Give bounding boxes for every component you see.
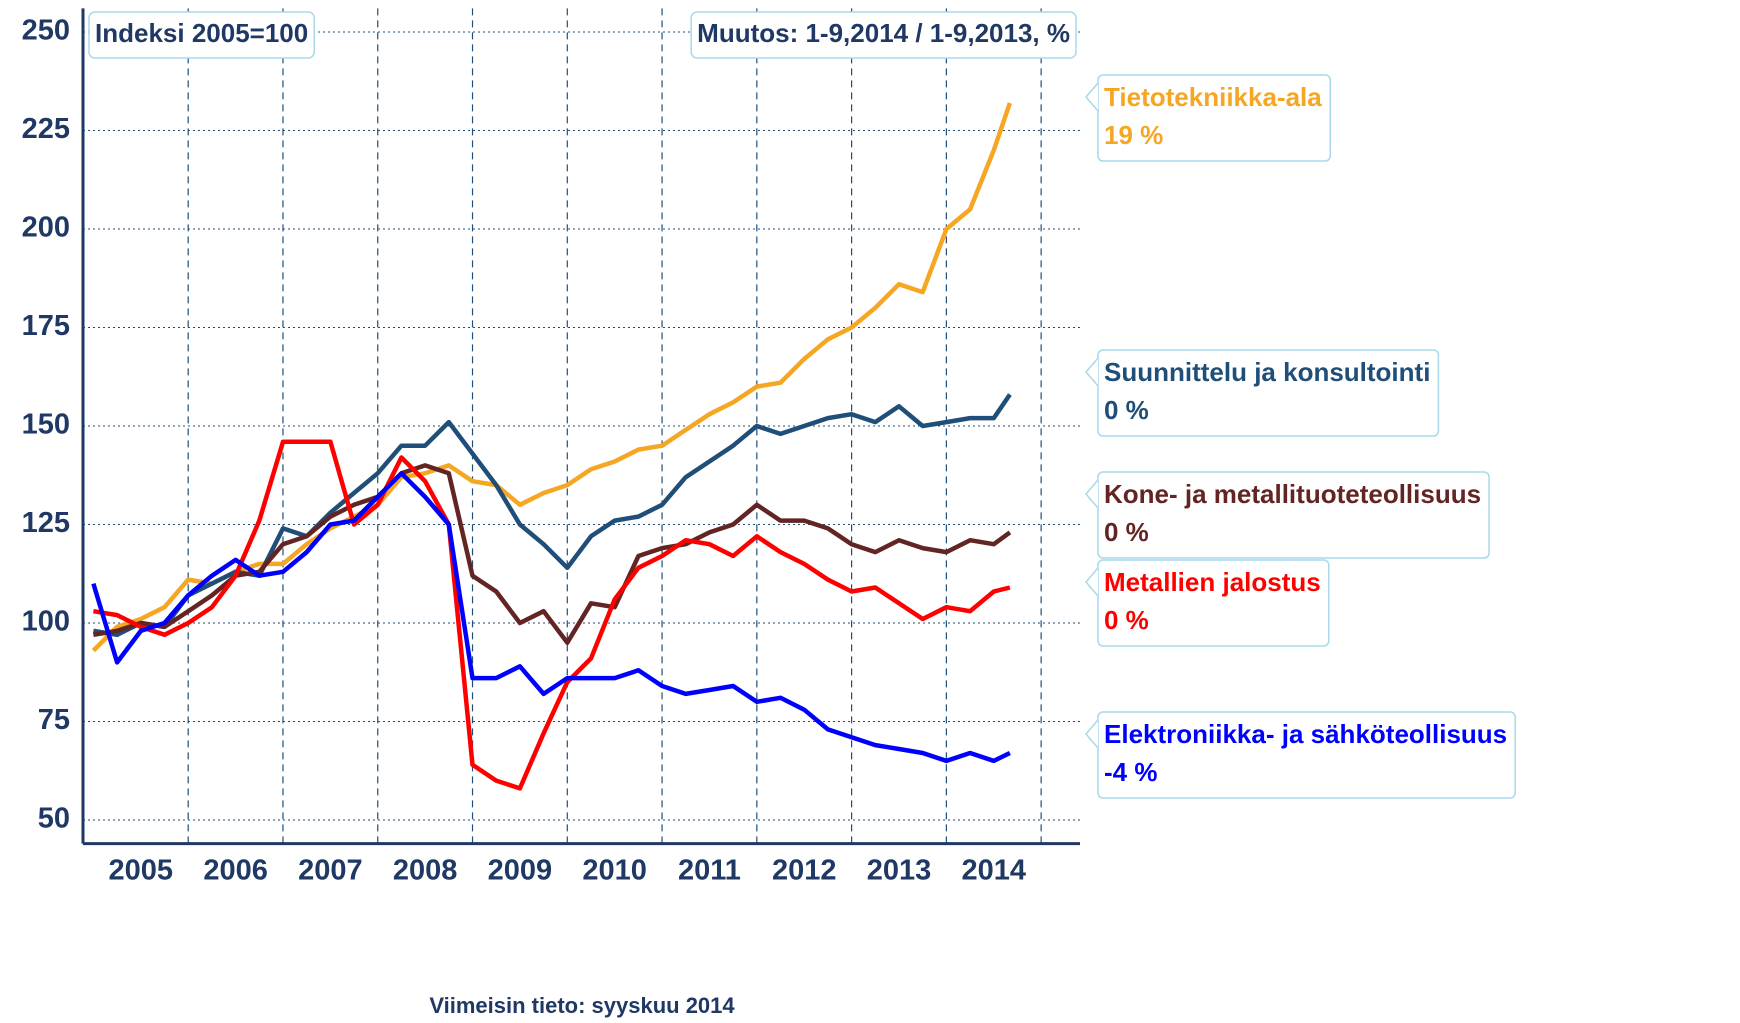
- series-line: [91, 102, 1013, 653]
- annotation: Indeksi 2005=100: [95, 18, 308, 48]
- x-tick-label: 2012: [772, 855, 837, 887]
- y-tick-label: 100: [22, 606, 70, 638]
- series-line: [93, 393, 1012, 638]
- legend-change: 0 %: [1104, 517, 1149, 547]
- x-tick-label: 2007: [298, 855, 363, 887]
- callout: Metallien jalostus 0 %: [1085, 559, 1330, 647]
- callout: Tietotekniikka-ala 19 %: [1085, 74, 1332, 162]
- legend-label: Metallien jalostus: [1104, 567, 1321, 597]
- legend-change: -4 %: [1104, 757, 1157, 787]
- x-tick-label: 2009: [488, 855, 553, 887]
- y-tick-label: 250: [22, 15, 70, 47]
- x-tick-label: 2014: [961, 855, 1026, 887]
- y-tick-label: 125: [22, 507, 70, 539]
- x-tick-label: 2005: [109, 855, 174, 887]
- footnote: Viimeisin tieto: syyskuu 2014: [429, 993, 735, 1018]
- lines: [91, 102, 1013, 791]
- annotation-box: [690, 11, 1077, 59]
- annotation-box: [88, 11, 315, 59]
- annotation: Muutos: 1-9,2014 / 1-9,2013, %: [697, 18, 1070, 48]
- callout-box: [1097, 349, 1440, 437]
- x-tick-label: 2010: [582, 855, 647, 887]
- callout-pointer: [1085, 479, 1099, 509]
- legend-label: Kone- ja metallituoteteollisuus: [1104, 479, 1481, 509]
- callout-pointer: [1085, 82, 1099, 112]
- x-tick-label: 2011: [678, 855, 741, 887]
- callout-pointer: [1085, 357, 1099, 387]
- y-tick-label: 50: [38, 803, 70, 835]
- y-tick-label: 175: [22, 310, 70, 342]
- callout-pointer: [1085, 567, 1099, 597]
- callout-pointer: [1085, 719, 1099, 749]
- y-tick-label: 75: [38, 704, 70, 736]
- legend-change: 0 %: [1104, 395, 1149, 425]
- callout-box: [1097, 559, 1330, 647]
- callout: Elektroniikka- ja sähköteollisuus -4 %: [1085, 711, 1516, 799]
- overlay: 50 75 100 125 150 175 200 225 250 2005 2006 2007 200…: [22, 8, 1516, 1018]
- callout: Kone- ja metallituoteteollisuus 0 %: [1085, 471, 1490, 559]
- y-tick-label: 150: [22, 409, 70, 441]
- legend-change: 19 %: [1104, 120, 1163, 150]
- legend-label: Tietotekniikka-ala: [1104, 82, 1322, 112]
- series-line: [93, 463, 1012, 645]
- y-tick-label: 200: [22, 212, 70, 244]
- callout: Suunnittelu ja konsultointi 0 %: [1085, 349, 1440, 437]
- series-line: [91, 471, 1011, 764]
- series-line: [93, 439, 1011, 791]
- callout-box: [1097, 711, 1516, 799]
- legend-change: 0 %: [1104, 605, 1149, 635]
- callout-box: [1097, 471, 1490, 559]
- y-tick-label: 225: [22, 113, 70, 145]
- x-tick-label: 2006: [203, 855, 268, 887]
- x-tick-label: 2013: [867, 855, 932, 887]
- legend-label: Suunnittelu ja konsultointi: [1104, 357, 1430, 387]
- legend-label: Elektroniikka- ja sähköteollisuus: [1104, 719, 1507, 749]
- x-tick-label: 2008: [393, 855, 458, 887]
- callout-box: [1097, 74, 1332, 162]
